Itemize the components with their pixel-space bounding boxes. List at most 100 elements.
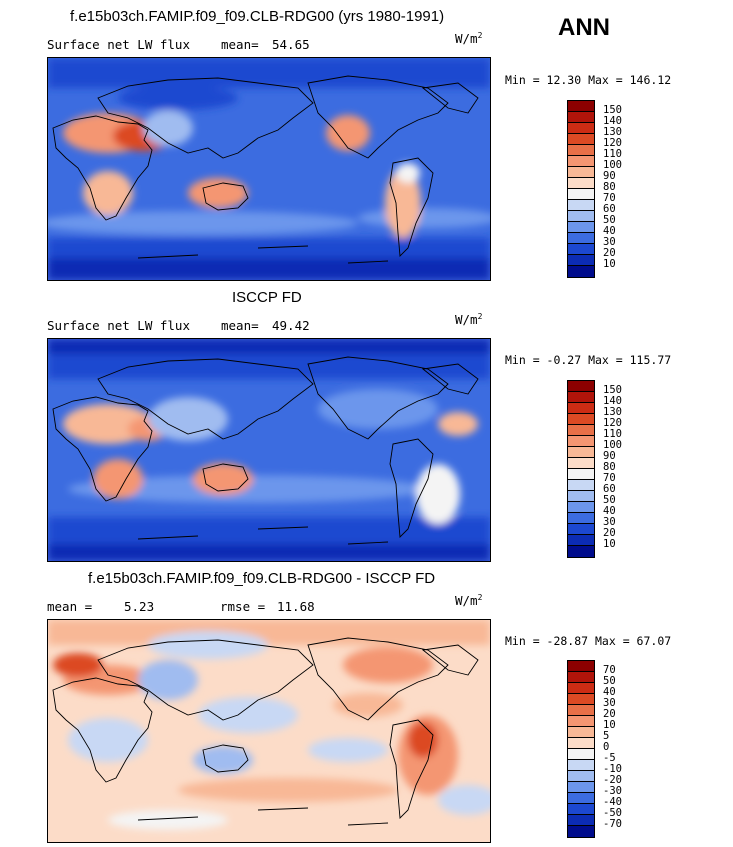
colorbar-swatch — [568, 480, 594, 491]
colorbar-swatch — [568, 200, 594, 211]
colorbar-swatch — [568, 156, 594, 167]
colorbar-tick-label: 40 — [603, 686, 616, 698]
panel3-mean-label: mean = — [47, 599, 93, 614]
colorbar-swatch — [568, 222, 594, 233]
colorbar-tick-label: 130 — [603, 406, 622, 418]
panel1-colorbar — [567, 100, 595, 278]
colorbar-tick-label: 80 — [603, 181, 616, 193]
panel3-colorbar — [567, 660, 595, 838]
colorbar-swatch — [568, 134, 594, 145]
colorbar-tick-label: 70 — [603, 664, 616, 676]
colorbar-tick-label: 50 — [603, 494, 616, 506]
colorbar-swatch — [568, 414, 594, 425]
colorbar-swatch — [568, 535, 594, 546]
colorbar-tick-label: 20 — [603, 527, 616, 539]
colorbar-tick-label: 70 — [603, 472, 616, 484]
colorbar-swatch — [568, 694, 594, 705]
colorbar-swatch — [568, 705, 594, 716]
colorbar-swatch — [568, 760, 594, 771]
colorbar-tick-label: 90 — [603, 450, 616, 462]
colorbar-swatch — [568, 392, 594, 403]
colorbar-swatch — [568, 782, 594, 793]
colorbar-tick-label: -10 — [603, 763, 622, 775]
colorbar-tick-label: 0 — [603, 741, 610, 753]
panel3-title: f.e15b03ch.FAMIP.f09_f09.CLB-RDG00 - ISC… — [88, 570, 436, 587]
colorbar-swatch — [568, 403, 594, 414]
colorbar-tick-label: 140 — [603, 395, 622, 407]
panel3-rmse-label: rmse = — [220, 599, 266, 614]
panel2-map — [47, 338, 491, 562]
colorbar-tick-label: -70 — [603, 818, 622, 830]
colorbar-tick-label: 150 — [603, 384, 622, 396]
colorbar-swatch — [568, 101, 594, 112]
colorbar-swatch — [568, 112, 594, 123]
colorbar-swatch — [568, 738, 594, 749]
panel1-title: f.e15b03ch.FAMIP.f09_f09.CLB-RDG00 (yrs … — [70, 8, 445, 25]
colorbar-swatch — [568, 661, 594, 672]
colorbar-tick-label: -50 — [603, 807, 622, 819]
colorbar-swatch — [568, 178, 594, 189]
colorbar-tick-label: -5 — [603, 752, 616, 764]
panel1-map — [47, 57, 491, 281]
colorbar-swatch — [568, 502, 594, 513]
colorbar-tick-label: -40 — [603, 796, 622, 808]
colorbar-swatch — [568, 266, 594, 277]
panel2-minmax: Min = -0.27 Max = 115.77 — [505, 353, 672, 367]
colorbar-tick-label: 5 — [603, 730, 610, 742]
panel1-mean-value: 54.65 — [272, 37, 310, 52]
colorbar-tick-label: 150 — [603, 104, 622, 116]
colorbar-tick-label: 70 — [603, 192, 616, 204]
colorbar-tick-label: 50 — [603, 675, 616, 687]
colorbar-tick-label: 30 — [603, 236, 616, 248]
panel2-units: W/m2 — [455, 312, 483, 328]
panel3-units: W/m2 — [455, 593, 483, 609]
colorbar-swatch — [568, 255, 594, 266]
colorbar-swatch — [568, 458, 594, 469]
colorbar-tick-label: 30 — [603, 697, 616, 709]
panel2-mean-value: 49.42 — [272, 318, 310, 333]
colorbar-swatch — [568, 469, 594, 480]
colorbar-swatch — [568, 447, 594, 458]
colorbar-swatch — [568, 826, 594, 837]
panel1-minmax: Min = 12.30 Max = 146.12 — [505, 73, 672, 87]
colorbar-tick-label: 10 — [603, 258, 616, 270]
colorbar-swatch — [568, 167, 594, 178]
colorbar-swatch — [568, 436, 594, 447]
colorbar-tick-label: 140 — [603, 115, 622, 127]
panel2-variable-label: Surface net LW flux — [47, 318, 190, 333]
colorbar-swatch — [568, 211, 594, 222]
colorbar-swatch — [568, 524, 594, 535]
colorbar-tick-label: 100 — [603, 159, 622, 171]
panel1-mean-label: mean= — [221, 37, 259, 52]
colorbar-tick-label: -20 — [603, 774, 622, 786]
colorbar-swatch — [568, 123, 594, 134]
colorbar-swatch — [568, 233, 594, 244]
colorbar-swatch — [568, 683, 594, 694]
colorbar-swatch — [568, 425, 594, 436]
colorbar-tick-label: 60 — [603, 203, 616, 215]
panel2-title: ISCCP FD — [232, 289, 302, 306]
colorbar-tick-label: 100 — [603, 439, 622, 451]
panel2-colorbar — [567, 380, 595, 558]
colorbar-tick-label: 60 — [603, 483, 616, 495]
colorbar-tick-label: 10 — [603, 719, 616, 731]
colorbar-tick-label: -30 — [603, 785, 622, 797]
colorbar-swatch — [568, 815, 594, 826]
panel1-units: W/m2 — [455, 31, 483, 47]
panel3-rmse-value: 11.68 — [277, 599, 315, 614]
panel3-mean-value: 5.23 — [124, 599, 155, 614]
colorbar-tick-label: 40 — [603, 505, 616, 517]
colorbar-swatch — [568, 491, 594, 502]
panel1-variable-label: Surface net LW flux — [47, 37, 190, 52]
colorbar-tick-label: 20 — [603, 247, 616, 259]
colorbar-swatch — [568, 749, 594, 760]
panel3-map — [47, 619, 491, 843]
colorbar-tick-label: 20 — [603, 708, 616, 720]
colorbar-swatch — [568, 793, 594, 804]
colorbar-tick-label: 80 — [603, 461, 616, 473]
colorbar-tick-label: 120 — [603, 137, 622, 149]
colorbar-swatch — [568, 546, 594, 557]
panel2-mean-label: mean= — [221, 318, 259, 333]
colorbar-tick-label: 10 — [603, 538, 616, 550]
colorbar-swatch — [568, 727, 594, 738]
